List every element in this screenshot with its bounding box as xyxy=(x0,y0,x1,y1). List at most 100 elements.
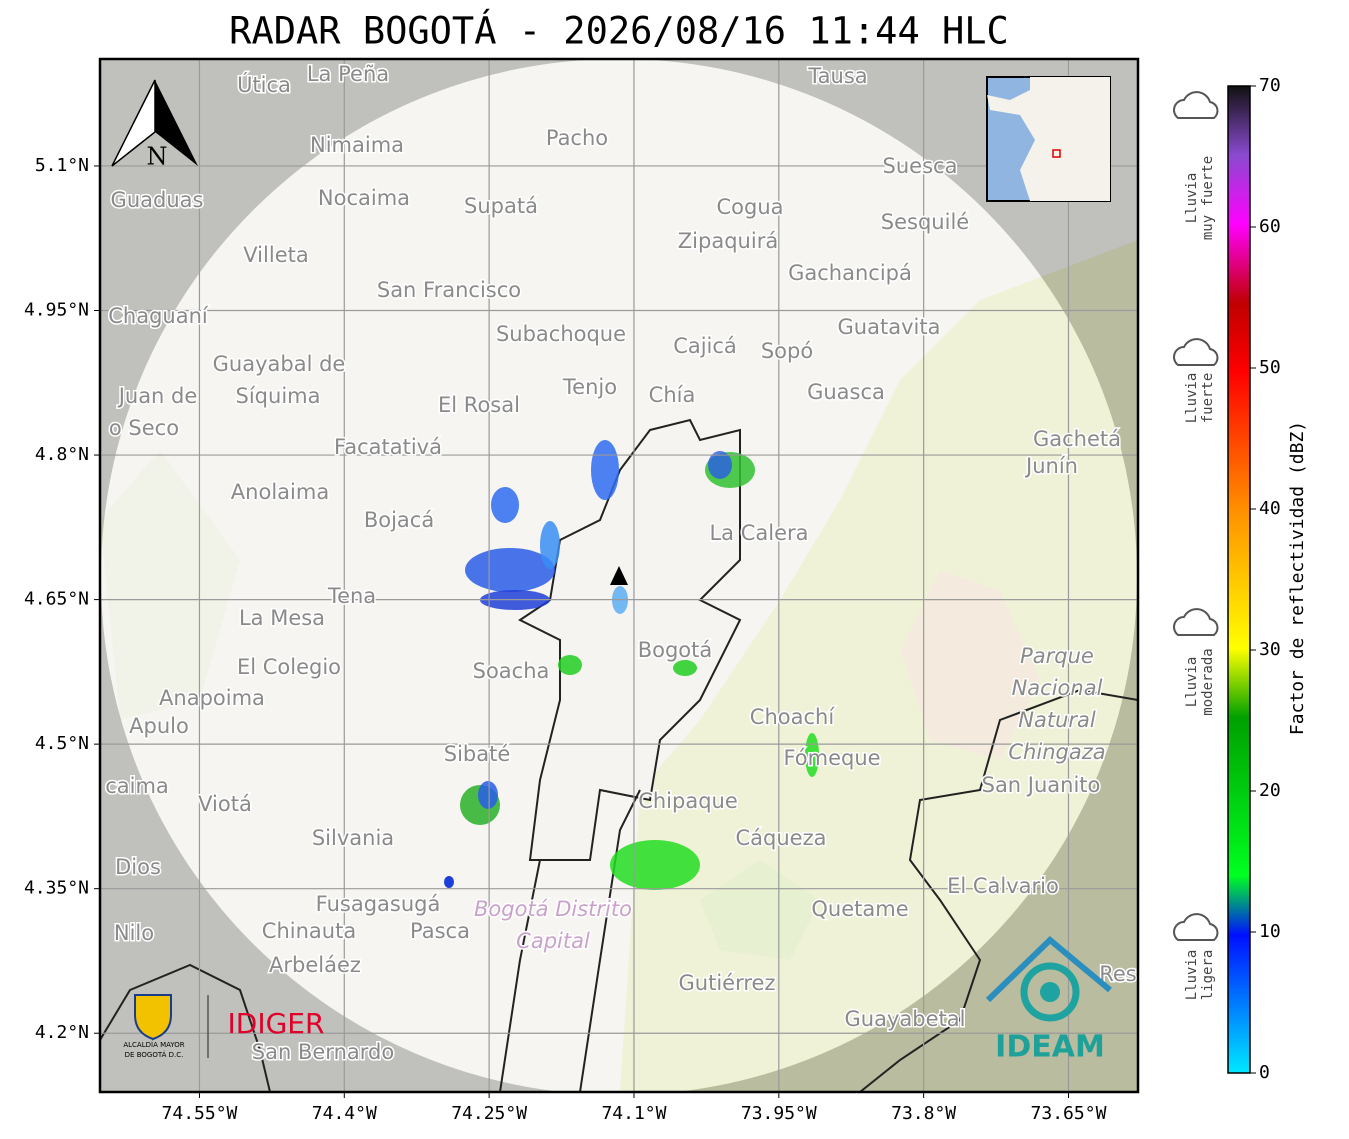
park-label: Nacional xyxy=(1012,676,1103,700)
place-label: Facatativá xyxy=(334,435,442,459)
basemap xyxy=(100,963,271,1092)
place-label: Zipaquirá xyxy=(678,229,778,253)
place-label: Junín xyxy=(1024,454,1078,478)
y-tick-label: 4.8°N xyxy=(35,444,89,465)
park-label: Chingaza xyxy=(1008,740,1105,764)
radar-echoes xyxy=(478,781,498,809)
place-label: Nilo xyxy=(114,921,154,945)
y-tick-label: 4.5°N xyxy=(35,733,89,754)
inset-map xyxy=(987,77,1110,201)
y-tick-label: 4.35°N xyxy=(24,878,89,899)
place-label: Gachancipá xyxy=(788,261,912,285)
park-label: Natural xyxy=(1018,708,1096,732)
place-label: Tena xyxy=(327,584,376,608)
place-label: Dios xyxy=(115,855,161,879)
place-label: El Rosal xyxy=(438,393,520,417)
place-label: Anapoima xyxy=(159,686,265,710)
title: RADAR BOGOTÁ - 2026/08/16 11:44 HLC xyxy=(229,9,1009,53)
place-label: Pasca xyxy=(410,919,470,943)
rain-icon xyxy=(1173,608,1219,636)
place-label: Silvania xyxy=(312,826,394,850)
place-label: Síquima xyxy=(236,384,321,408)
logos xyxy=(1040,982,1060,1002)
place-label: Suesca xyxy=(883,154,958,178)
place-label: Chipaque xyxy=(638,789,738,813)
y-tick-label: 4.65°N xyxy=(24,589,89,610)
place-label: San Bernardo xyxy=(252,1040,394,1064)
basemap xyxy=(100,59,1138,1092)
ideam-logo: IDEAM xyxy=(995,1030,1105,1065)
alcaldia-logo: ALCALDÍA MAYOR xyxy=(123,1040,184,1049)
place-label: La Peña xyxy=(307,62,389,86)
map-frame xyxy=(98,57,1140,1094)
place-label: Soacha xyxy=(473,659,550,683)
place-label: Cáqueza xyxy=(736,826,827,850)
rain-category-label: Lluvia xyxy=(1184,373,1200,424)
place-label: Útica xyxy=(237,72,291,97)
place-label: o Seco xyxy=(109,416,179,440)
place-label: Nimaima xyxy=(310,133,404,157)
place-label: El Calvario xyxy=(947,874,1059,898)
logos xyxy=(985,935,1112,1003)
x-tick-label: 74.4°W xyxy=(312,1103,377,1124)
x-tick-label: 73.95°W xyxy=(741,1103,817,1124)
rain-icon xyxy=(1173,91,1219,119)
place-labels: Útica La Peña Tausa Pacho Nimaima Guaduas Noca… xyxy=(104,61,1139,1066)
north-label: N xyxy=(147,143,168,171)
place-label: Subachoque xyxy=(496,322,626,346)
place-label: Guasca xyxy=(807,380,885,404)
place-label: Tenjo xyxy=(562,375,617,399)
place-label: Fusagasugá xyxy=(316,892,441,916)
place-label: Cogua xyxy=(716,195,783,219)
place-label: Villeta xyxy=(243,243,308,267)
district-label: Bogotá Distrito xyxy=(474,897,632,921)
rain-icon xyxy=(1173,913,1219,941)
colorbar-tick-label: 40 xyxy=(1259,498,1281,519)
rain-category-label: Lluvia xyxy=(1184,173,1200,224)
rain-category-label: ligera xyxy=(1200,950,1216,1001)
place-label: Cajicá xyxy=(673,334,737,358)
place-label: Res xyxy=(1099,962,1137,986)
colorbar-tick-label: 20 xyxy=(1259,780,1281,801)
colorbar-tick-label: 30 xyxy=(1259,639,1281,660)
colorbar-tick-label: 50 xyxy=(1259,357,1281,378)
rain-icon xyxy=(1173,338,1219,366)
inset-map xyxy=(1052,149,1061,158)
y-tick-label: 4.2°N xyxy=(35,1022,89,1043)
district-label: Capital xyxy=(516,929,590,953)
radar-echoes xyxy=(558,655,582,675)
place-label: caima xyxy=(105,774,169,798)
y-tick-label: 5.1°N xyxy=(35,155,89,176)
north-arrow: N xyxy=(111,79,198,171)
colorbar-tick-label: 60 xyxy=(1259,216,1281,237)
place-label: Guayabal de xyxy=(213,352,346,376)
radar-echoes xyxy=(491,487,519,523)
x-tick-label: 74.1°W xyxy=(601,1103,666,1124)
place-label: Gachetá xyxy=(1033,427,1121,451)
radar-echoes xyxy=(708,451,732,479)
place-label: Fómeque xyxy=(783,746,880,770)
place-label: La Mesa xyxy=(239,606,325,630)
place-label: Gutiérrez xyxy=(679,971,776,995)
place-label: Arbeláez xyxy=(269,953,361,977)
place-label: Guatavita xyxy=(838,315,941,339)
place-label: Choachí xyxy=(750,705,836,729)
colorbar-axis: 0 10 20 30 40 50 60 70 xyxy=(1250,75,1281,1083)
place-label: Viotá xyxy=(198,792,252,816)
rain-category-label: muy fuerte xyxy=(1200,156,1216,240)
place-label: Apulo xyxy=(129,714,189,738)
place-label: Anolaima xyxy=(231,480,329,504)
y-tick-label: 4.95°N xyxy=(24,300,89,321)
place-label: Chinauta xyxy=(262,919,356,943)
place-label: Sesquilé xyxy=(881,210,969,234)
colorbar-tick-label: 0 xyxy=(1259,1062,1270,1083)
place-label: Nocaima xyxy=(318,186,410,210)
place-label: Sopó xyxy=(761,339,813,363)
rain-category-label: Lluvia xyxy=(1184,657,1200,708)
idiger-logo: IDIGER xyxy=(228,1007,325,1040)
place-label: San Francisco xyxy=(377,278,521,302)
logos xyxy=(1020,962,1080,1022)
place-label: Bojacá xyxy=(364,508,434,532)
place-label: Guayabetal xyxy=(845,1007,966,1031)
